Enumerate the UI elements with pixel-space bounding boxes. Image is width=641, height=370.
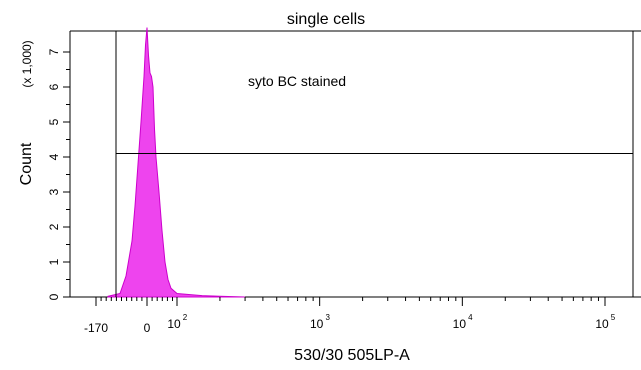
- y-tick-label: 3: [47, 188, 61, 195]
- gate-label: syto BC stained: [248, 73, 346, 89]
- y-tick-label: 0: [47, 293, 61, 300]
- y-tick-label: 4: [47, 153, 61, 160]
- y-tick-label: 2: [47, 223, 61, 230]
- y-tick-label: 7: [47, 48, 61, 55]
- x-tick-exponent: 4: [468, 313, 473, 322]
- x-tick-label: 10: [167, 317, 181, 331]
- y-axis-multiplier: (x 1,000): [20, 40, 34, 87]
- y-tick-label: 1: [47, 258, 61, 265]
- x-axis-label: 530/30 505LP-A: [294, 347, 410, 364]
- x-tick-label: -170: [84, 321, 108, 335]
- x-tick-label: 10: [453, 317, 467, 331]
- y-axis-label: Count: [18, 142, 35, 185]
- x-tick-exponent: 3: [325, 313, 330, 322]
- x-tick-label: 10: [310, 317, 324, 331]
- y-tick-label: 5: [47, 118, 61, 125]
- x-tick-exponent: 5: [611, 313, 616, 322]
- x-tick-exponent: 2: [183, 313, 188, 322]
- y-tick-label: 6: [47, 83, 61, 90]
- x-tick-label: 0: [144, 321, 151, 335]
- x-tick-label: 10: [595, 317, 609, 331]
- chart-title: single cells: [287, 11, 365, 28]
- histogram-series-0: [107, 27, 246, 298]
